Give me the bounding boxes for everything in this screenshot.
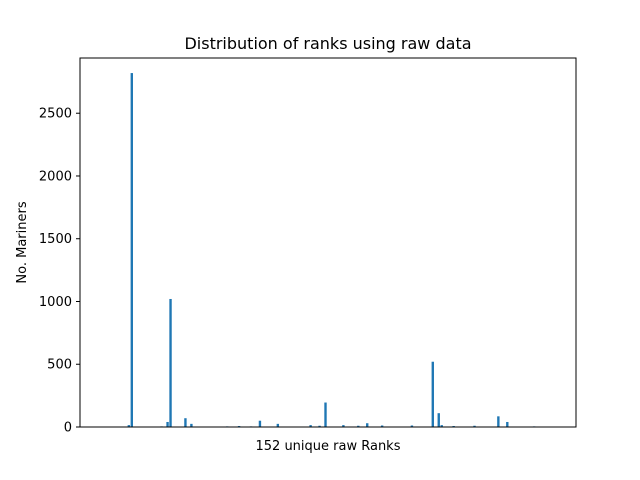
bar bbox=[127, 425, 131, 427]
bar bbox=[130, 73, 133, 427]
bar bbox=[309, 425, 312, 427]
y-tick-label: 2000 bbox=[39, 169, 72, 184]
bar bbox=[169, 298, 172, 427]
bar bbox=[184, 418, 187, 427]
bar bbox=[506, 421, 509, 427]
bar bbox=[431, 361, 434, 427]
bar bbox=[276, 423, 280, 427]
bar bbox=[497, 416, 500, 427]
bar bbox=[440, 425, 443, 427]
bar bbox=[473, 425, 476, 427]
bar bbox=[318, 425, 321, 427]
bar bbox=[324, 402, 327, 427]
bar bbox=[366, 423, 369, 427]
y-axis-ticks: 0 500 1000 1500 2000 2500 bbox=[39, 107, 80, 436]
y-axis-label: No. Mariners bbox=[15, 201, 30, 283]
bar bbox=[357, 425, 360, 427]
y-tick-label: 1500 bbox=[39, 232, 72, 247]
chart-title: Distribution of ranks using raw data bbox=[184, 34, 471, 53]
plot-frame bbox=[79, 57, 577, 428]
y-tick-label: 500 bbox=[47, 358, 72, 373]
bar bbox=[437, 413, 440, 427]
x-axis-label: 152 unique raw Ranks bbox=[256, 439, 401, 454]
bar bbox=[258, 420, 262, 427]
bar bbox=[190, 423, 193, 427]
bar bbox=[380, 425, 384, 427]
y-tick-label: 1000 bbox=[39, 295, 72, 310]
y-tick-label: 2500 bbox=[39, 107, 72, 122]
bar bbox=[342, 425, 345, 427]
bar bbox=[166, 421, 169, 427]
y-tick-label: 0 bbox=[64, 421, 72, 436]
bars-group bbox=[127, 73, 536, 427]
bar bbox=[410, 425, 414, 427]
